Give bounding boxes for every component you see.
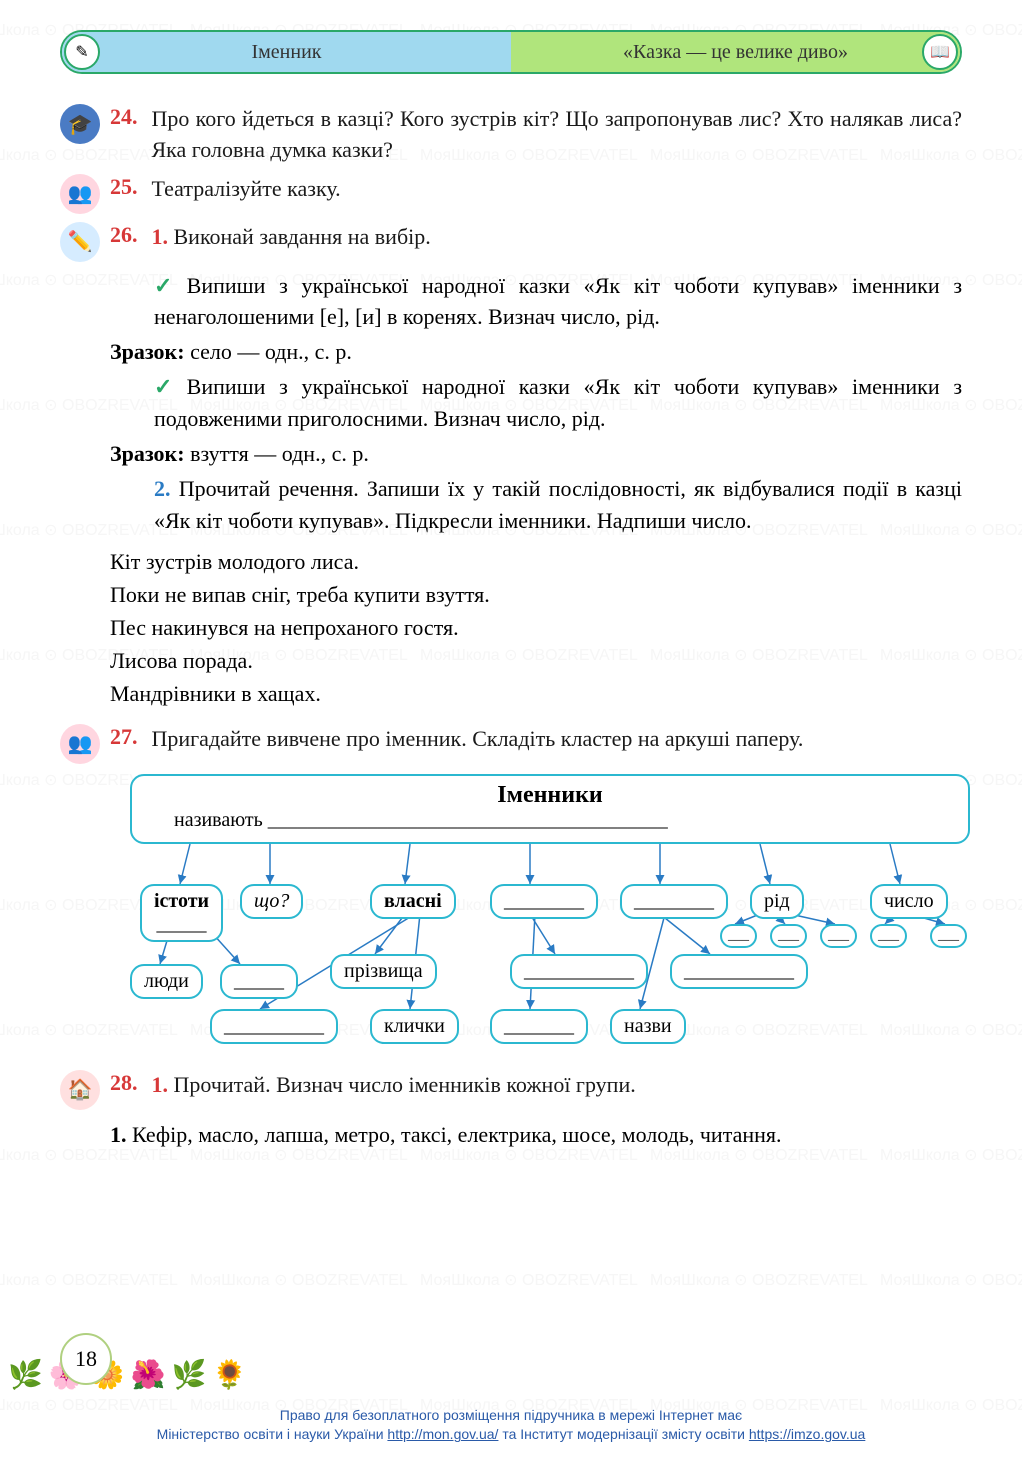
cluster-node-blankA: _____: [220, 964, 298, 999]
cluster-node-c1: ___: [870, 924, 907, 948]
sample-1: Зразок: село — одн., с. р.: [110, 339, 962, 365]
home-icon: 🏠: [60, 1070, 100, 1110]
exercise-24: 🎓 24. Про кого йдеться в казці? Кого зус…: [60, 104, 962, 166]
lead-text: Виконай завдання на вибір.: [174, 224, 431, 249]
sample-2: Зразок: взуття — одн., с. р.: [110, 441, 962, 467]
cluster-node-klychky: клички: [370, 1009, 459, 1044]
pair-work-icon: 👥: [60, 174, 100, 214]
exercise-text: 1. Виконай завдання на вибір.: [152, 222, 963, 253]
cluster-node-blankE: _______: [490, 1009, 588, 1044]
cluster-node-blank1: ________: [490, 884, 598, 919]
cluster-node-r2: ___: [770, 924, 807, 948]
root-title: Іменники: [144, 782, 956, 809]
exercise-number: 25.: [110, 174, 138, 200]
cluster-node-blankC: ___________: [670, 954, 808, 989]
sentence-list: Кіт зустрів молодого лиса.Поки не випав …: [110, 545, 962, 710]
exercise-text: Про кого йдеться в казці? Кого зустрів к…: [152, 104, 963, 166]
cluster-node-chyslo: число: [870, 884, 948, 919]
sentence: Лисова порада.: [110, 644, 962, 677]
cluster-node-rid: рід: [750, 884, 804, 919]
mon-link[interactable]: http://mon.gov.ua/: [387, 1426, 498, 1442]
cluster-root-node: Іменники називають _____________________…: [130, 774, 970, 844]
footer-line-1: Право для безоплатного розміщення підруч…: [0, 1406, 1022, 1426]
option-2: ✓Випиши з української народної казки «Як…: [154, 371, 962, 435]
cluster-node-istoty: істоти_____: [140, 884, 223, 942]
exercise-26: ✏️ 26. 1. Виконай завдання на вибір.: [60, 222, 962, 262]
graduation-cap-icon: 🎓: [60, 104, 100, 144]
exercise-text: Пригадайте вивчене про іменник. Складіть…: [152, 724, 963, 755]
exercise-number: 28.: [110, 1070, 138, 1096]
root-subtitle: називають ______________________________…: [144, 809, 956, 832]
exercise-number: 24.: [110, 104, 138, 130]
option-1: ✓Випиши з української народної казки «Як…: [154, 270, 962, 334]
exercise-27: 👥 27. Пригадайте вивчене про іменник. Ск…: [60, 724, 962, 764]
check-icon: ✓: [154, 374, 181, 399]
sub-number: 1.: [152, 224, 169, 249]
header-right-label: «Казка — це велике диво»: [511, 32, 960, 72]
footer-line-2: Міністерство освіти і науки України http…: [0, 1425, 1022, 1445]
floral-decoration: 🌿🌸🌼🌺🌿🌻: [0, 1345, 300, 1405]
check-icon: ✓: [154, 273, 181, 298]
cluster-node-blankD: __________: [210, 1009, 338, 1044]
cluster-node-lyudy: люди: [130, 964, 203, 999]
chapter-header: ✎ Іменник «Казка — це велике диво» 📖: [60, 30, 962, 74]
pencil-icon: ✎: [64, 34, 100, 70]
sub-number: 2.: [154, 476, 171, 501]
sentence: Мандрівники в хащах.: [110, 677, 962, 710]
cluster-node-r1: ___: [720, 924, 757, 948]
exercise-text: Театралізуйте казку.: [152, 174, 963, 205]
page-content: ✎ Іменник «Казка — це велике диво» 📖 🎓 2…: [0, 0, 1022, 1191]
cluster-diagram: Іменники називають _____________________…: [110, 774, 990, 1054]
cluster-node-vlasni: власні: [370, 884, 456, 919]
cluster-node-r3: ___: [820, 924, 857, 948]
exercise-text: 1. Прочитай. Визнач число іменників кожн…: [152, 1070, 963, 1101]
cluster-node-c2: ___: [930, 924, 967, 948]
exercise-28: 🏠 28. 1. Прочитай. Визнач число іменникі…: [60, 1070, 962, 1110]
writing-icon: ✏️: [60, 222, 100, 262]
cluster-node-prizv: прізвища: [330, 954, 437, 989]
exercise-25: 👥 25. Театралізуйте казку.: [60, 174, 962, 214]
cluster-node-blank2: ________: [620, 884, 728, 919]
header-left-label: Іменник: [62, 32, 511, 72]
cluster-node-shcho: що?: [240, 884, 303, 919]
pair-work-icon: 👥: [60, 724, 100, 764]
word-list-text: Кефір, масло, лапша, метро, таксі, елект…: [132, 1122, 782, 1147]
exercise-number: 27.: [110, 724, 138, 750]
sentence: Пес накинувся на непроханого гостя.: [110, 611, 962, 644]
footer-copyright: Право для безоплатного розміщення підруч…: [0, 1406, 1022, 1445]
sentence: Поки не випав сніг, треба купити взуття.: [110, 578, 962, 611]
cluster-node-nazvy: назви: [610, 1009, 686, 1044]
sentence: Кіт зустрів молодого лиса.: [110, 545, 962, 578]
word-list: 1. Кефір, масло, лапша, метро, таксі, ел…: [110, 1118, 962, 1151]
cluster-node-blankB: ___________: [510, 954, 648, 989]
imzo-link[interactable]: https://imzo.gov.ua: [749, 1426, 865, 1442]
exercise-number: 26.: [110, 222, 138, 248]
book-icon: 📖: [922, 34, 958, 70]
part-2: 2. Прочитай речення. Запиши їх у такій п…: [154, 473, 962, 537]
list-number: 1.: [110, 1122, 127, 1147]
sub-number: 1.: [152, 1072, 169, 1097]
page-number: 18: [60, 1333, 112, 1385]
